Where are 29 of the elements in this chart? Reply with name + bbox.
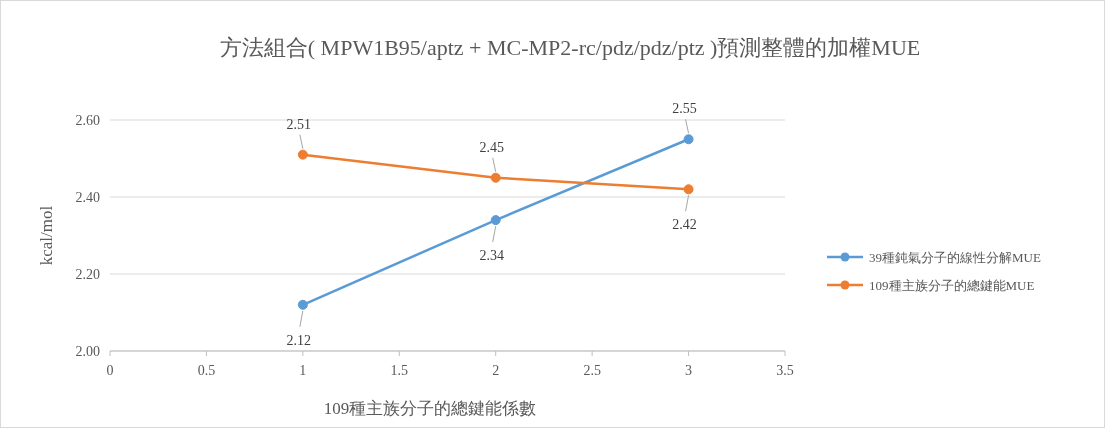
x-tick-label: 1 xyxy=(299,363,307,378)
x-tick-label: 2.5 xyxy=(583,363,601,378)
x-tick-label: 1.5 xyxy=(390,363,409,378)
data-label: 2.55 xyxy=(672,101,697,117)
data-label: 2.42 xyxy=(672,217,697,233)
x-tick-label: 2 xyxy=(492,363,500,378)
y-tick-label: 2.20 xyxy=(75,267,100,282)
point xyxy=(297,149,308,160)
legend-label: 109種主族分子的總鍵能MUE xyxy=(869,278,1035,293)
point xyxy=(297,299,308,310)
y-axis-title: kcal/mol xyxy=(37,205,56,266)
x-tick-label: 0 xyxy=(106,363,114,378)
x-axis-title: 109種主族分子的總鍵能係數 xyxy=(323,399,537,418)
y-tick-label: 2.40 xyxy=(75,190,100,205)
chart-title: 方法組合( MPW1B95/aptz + MC-MP2-rc/pdz/pdz/ptz )預測整體的加權MUE xyxy=(219,35,921,60)
point xyxy=(683,134,694,145)
data-label: 2.34 xyxy=(479,248,504,264)
x-tick-label: 3 xyxy=(685,363,693,378)
data-label: 2.12 xyxy=(286,332,312,348)
legend-label: 39種鈍氣分子的線性分解MUE xyxy=(869,250,1041,265)
x-tick-label: 3.5 xyxy=(776,363,794,378)
y-tick-label: 2.00 xyxy=(75,344,100,359)
data-label: 2.51 xyxy=(286,116,312,132)
data-label: 2.45 xyxy=(479,139,504,155)
point xyxy=(490,215,501,226)
point xyxy=(683,184,694,195)
point xyxy=(490,172,501,183)
y-tick-label: 2.60 xyxy=(75,113,100,128)
x-tick-label: 0.5 xyxy=(197,363,216,378)
